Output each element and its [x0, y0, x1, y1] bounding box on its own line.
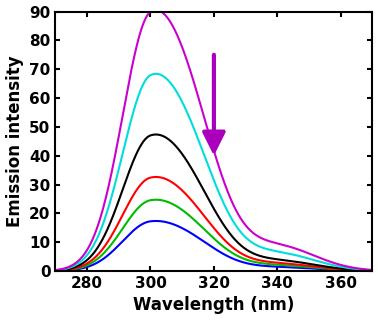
Y-axis label: Emission intensity: Emission intensity	[6, 55, 23, 227]
X-axis label: Wavelength (nm): Wavelength (nm)	[133, 296, 294, 315]
